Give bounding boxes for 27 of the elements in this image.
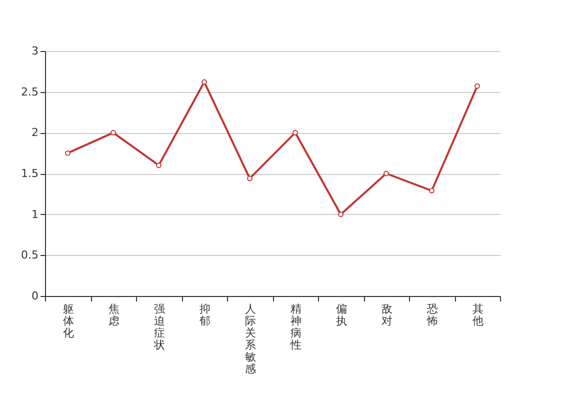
x-tick-label: 强迫症状 (152, 302, 165, 352)
x-tick-label: 焦虑 (108, 302, 120, 328)
point (338, 212, 344, 218)
point (429, 188, 434, 194)
point (384, 170, 389, 176)
y-tick-label: 0.5 (21, 248, 38, 262)
y-tick-label: 0 (32, 290, 38, 302)
point (292, 130, 298, 136)
x-tick-label: 人际关系敏感 (244, 302, 256, 376)
x-tick-label: 其他 (472, 302, 484, 328)
x-tick-label: 精神病性 (289, 302, 302, 352)
x-tick-label: 躯体化 (62, 302, 74, 340)
point (65, 150, 70, 156)
y-tick-label: 2 (32, 126, 38, 140)
y-tick-label: 3 (32, 44, 38, 58)
x-tick-label: 偏执 (336, 302, 347, 328)
point (156, 162, 162, 168)
x-tick-label: 恐怖 (426, 302, 438, 328)
point (474, 83, 480, 89)
point (110, 130, 116, 136)
point (202, 79, 207, 85)
point (247, 176, 252, 182)
y-tick-label: 1.5 (21, 167, 38, 180)
y-tick-label: 1 (32, 208, 38, 221)
x-tick-label: 敌对 (381, 302, 392, 328)
x-tick-label: 抑郁 (199, 302, 210, 328)
y-tick-label: 2.5 (21, 85, 38, 98)
